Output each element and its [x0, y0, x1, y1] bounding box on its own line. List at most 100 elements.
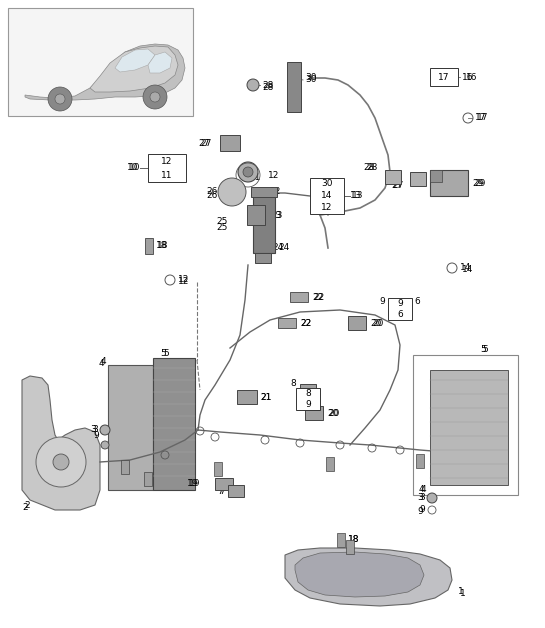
Bar — [337, 533, 345, 547]
Text: 10: 10 — [129, 163, 140, 173]
Text: 6: 6 — [397, 310, 403, 319]
Circle shape — [55, 94, 65, 104]
Bar — [416, 454, 424, 468]
Text: 12: 12 — [178, 276, 189, 284]
Bar — [108, 365, 153, 490]
Bar — [296, 388, 320, 410]
Bar — [215, 478, 233, 490]
Text: 4: 4 — [420, 485, 426, 494]
Text: 2: 2 — [22, 502, 28, 511]
Text: 22: 22 — [313, 293, 324, 301]
Bar — [144, 472, 152, 486]
Polygon shape — [90, 46, 178, 92]
Circle shape — [218, 178, 246, 206]
Text: 2: 2 — [24, 501, 29, 509]
Circle shape — [427, 493, 437, 503]
Text: 19: 19 — [189, 480, 200, 489]
Text: 14: 14 — [462, 266, 474, 274]
Text: 23: 23 — [270, 210, 281, 220]
Bar — [220, 135, 240, 151]
Text: 16: 16 — [466, 72, 477, 82]
Bar — [214, 462, 222, 476]
Bar — [255, 253, 271, 263]
Text: 3: 3 — [92, 426, 98, 435]
Text: 30: 30 — [321, 180, 333, 188]
Text: 8: 8 — [305, 389, 311, 398]
Bar — [348, 316, 366, 330]
Text: 20: 20 — [327, 408, 338, 418]
Text: 10: 10 — [126, 163, 138, 173]
Text: 1: 1 — [460, 588, 466, 597]
Text: 16: 16 — [462, 72, 474, 82]
Polygon shape — [295, 552, 424, 597]
Text: 5: 5 — [160, 349, 166, 357]
Text: 18: 18 — [157, 242, 168, 251]
Bar — [413, 355, 518, 495]
Text: 3: 3 — [90, 426, 96, 435]
Text: 9: 9 — [417, 507, 423, 516]
Text: 24: 24 — [272, 244, 283, 252]
Circle shape — [48, 87, 72, 111]
Text: 6: 6 — [414, 298, 420, 306]
Text: 4: 4 — [100, 357, 106, 367]
Text: 13: 13 — [350, 192, 361, 200]
Text: 9: 9 — [379, 298, 385, 306]
Text: 30: 30 — [305, 73, 317, 82]
Circle shape — [150, 92, 160, 102]
Text: 7: 7 — [219, 487, 225, 495]
Bar — [326, 457, 334, 471]
Bar — [310, 178, 344, 214]
Text: 11: 11 — [250, 173, 262, 183]
Bar — [430, 370, 508, 485]
Circle shape — [53, 454, 69, 470]
Polygon shape — [22, 376, 100, 510]
Circle shape — [243, 167, 253, 177]
Text: 29: 29 — [472, 178, 483, 188]
Polygon shape — [285, 548, 452, 606]
Bar — [237, 390, 257, 404]
Text: 18: 18 — [156, 242, 167, 251]
Bar — [290, 292, 308, 302]
Text: 12: 12 — [268, 170, 280, 180]
Text: 18: 18 — [348, 536, 360, 544]
Circle shape — [247, 79, 259, 91]
Text: 23: 23 — [271, 212, 282, 220]
Circle shape — [238, 162, 258, 182]
Text: 28: 28 — [364, 163, 375, 173]
Text: 9: 9 — [93, 431, 99, 440]
Bar — [410, 172, 426, 186]
Bar — [8, 8, 193, 116]
Text: 4: 4 — [99, 359, 104, 367]
Bar — [385, 170, 401, 184]
Bar — [430, 68, 458, 86]
Bar — [388, 298, 412, 320]
Text: 12: 12 — [322, 203, 332, 212]
Text: 29: 29 — [474, 178, 486, 188]
Text: 22: 22 — [300, 318, 311, 327]
Text: 21: 21 — [260, 392, 271, 401]
Text: 25: 25 — [216, 217, 228, 227]
Text: 17: 17 — [438, 72, 450, 82]
Polygon shape — [148, 52, 172, 73]
Text: 12: 12 — [270, 188, 281, 197]
Polygon shape — [25, 44, 185, 100]
Text: 13: 13 — [352, 192, 364, 200]
Circle shape — [101, 441, 109, 449]
Text: 27: 27 — [392, 181, 404, 190]
Bar — [153, 358, 195, 490]
Bar — [346, 540, 354, 554]
Bar — [287, 62, 301, 112]
Text: 20: 20 — [372, 318, 383, 327]
Text: 14: 14 — [460, 264, 471, 273]
Text: 3: 3 — [417, 494, 423, 502]
Bar — [430, 170, 442, 182]
Text: 5: 5 — [480, 345, 486, 354]
Text: 21: 21 — [260, 392, 271, 401]
Text: 17: 17 — [475, 114, 487, 122]
Circle shape — [36, 437, 86, 487]
Bar — [121, 460, 129, 474]
Text: 26: 26 — [207, 188, 218, 197]
Text: 9: 9 — [397, 299, 403, 308]
Text: 17: 17 — [477, 114, 488, 122]
Text: 20: 20 — [328, 408, 340, 418]
